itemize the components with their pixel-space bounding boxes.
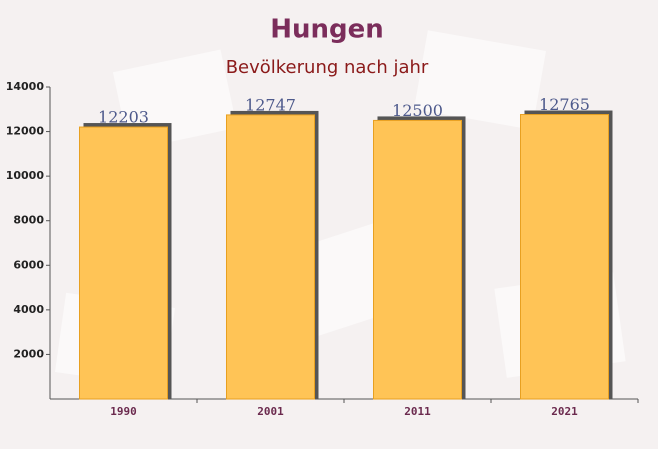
y-tick-label: 4000 (13, 303, 44, 316)
value-label: 12203 (98, 108, 149, 127)
value-label: 12765 (539, 95, 590, 114)
y-tick-label: 10000 (6, 169, 45, 182)
bar (226, 114, 315, 400)
chart-subtitle: Bevölkerung nach jahr (226, 57, 429, 78)
x-tick-label: 1990 (110, 405, 137, 418)
chart-title: Hungen (270, 15, 384, 45)
y-tick-label: 2000 (13, 347, 44, 360)
value-label: 12747 (245, 95, 296, 114)
x-tick-label: 2001 (257, 405, 284, 418)
y-tick-label: 14000 (6, 80, 45, 93)
y-tick-label: 6000 (13, 258, 44, 271)
x-tick-label: 2011 (404, 405, 431, 418)
value-label: 12500 (392, 101, 443, 120)
bar (79, 126, 168, 400)
bar (373, 119, 462, 400)
x-tick-label: 2021 (551, 405, 578, 418)
bar (520, 114, 609, 400)
y-tick-label: 8000 (13, 214, 44, 227)
y-tick-label: 12000 (6, 125, 45, 138)
